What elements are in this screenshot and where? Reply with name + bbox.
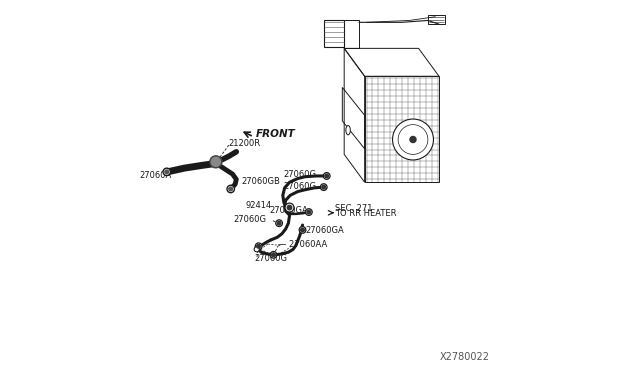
- Circle shape: [305, 209, 312, 215]
- Circle shape: [398, 125, 428, 154]
- Circle shape: [209, 155, 223, 169]
- Circle shape: [257, 244, 260, 248]
- Text: 92414: 92414: [245, 201, 271, 210]
- Text: 27060G: 27060G: [284, 170, 316, 179]
- Circle shape: [271, 253, 275, 257]
- Circle shape: [409, 136, 417, 143]
- Circle shape: [277, 221, 281, 225]
- Text: SEC. 271: SEC. 271: [335, 204, 372, 213]
- Circle shape: [287, 205, 292, 210]
- Circle shape: [163, 168, 170, 176]
- Text: X2780022: X2780022: [439, 352, 489, 362]
- Circle shape: [322, 185, 326, 189]
- Circle shape: [254, 247, 259, 252]
- Circle shape: [299, 227, 306, 233]
- Circle shape: [307, 210, 310, 214]
- Circle shape: [165, 170, 168, 174]
- Text: 27060G: 27060G: [254, 254, 287, 263]
- Circle shape: [276, 220, 282, 227]
- Circle shape: [270, 251, 277, 258]
- Circle shape: [227, 185, 234, 193]
- Circle shape: [211, 157, 221, 167]
- Circle shape: [255, 243, 262, 250]
- Text: 27060G: 27060G: [233, 215, 266, 224]
- Text: 27060GA: 27060GA: [269, 206, 308, 215]
- Circle shape: [301, 228, 305, 232]
- Circle shape: [325, 174, 328, 178]
- FancyBboxPatch shape: [428, 15, 445, 24]
- Circle shape: [229, 187, 232, 191]
- Text: — 27060AA: — 27060AA: [278, 240, 328, 249]
- Circle shape: [392, 119, 433, 160]
- Text: 21200R: 21200R: [229, 139, 261, 148]
- Circle shape: [321, 184, 327, 190]
- Text: 27060G: 27060G: [284, 182, 316, 190]
- Text: 27060A: 27060A: [139, 171, 172, 180]
- Text: TO RR HEATER: TO RR HEATER: [335, 209, 396, 218]
- Ellipse shape: [346, 126, 350, 135]
- Text: 27060GA: 27060GA: [305, 226, 344, 235]
- Text: 27060GB: 27060GB: [242, 177, 281, 186]
- Circle shape: [323, 173, 330, 179]
- Text: FRONT: FRONT: [256, 129, 296, 139]
- Circle shape: [285, 203, 294, 212]
